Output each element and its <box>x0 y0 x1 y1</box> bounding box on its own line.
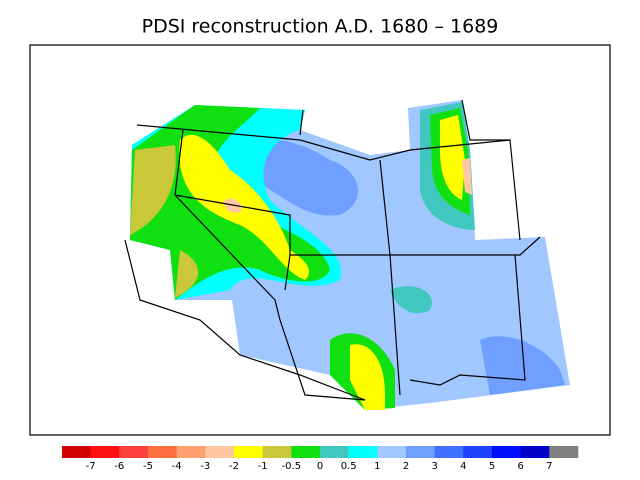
colorbar-swatch <box>291 446 321 458</box>
colorbar-swatch <box>62 446 91 458</box>
colorbar-swatch <box>205 446 235 458</box>
colorbar-label: -1 <box>258 461 268 472</box>
colorbar-label: -6 <box>114 461 124 472</box>
colorbar-swatch <box>234 446 263 458</box>
colorbar-swatch <box>262 446 292 458</box>
colorbar-label: 3 <box>431 461 437 472</box>
colorbar-swatch <box>434 446 464 458</box>
colorbar-label: 0.5 <box>341 461 357 472</box>
colorbar-label: -7 <box>86 461 96 472</box>
colorbar: -7 -6 -5 -4 -3 -2 -1 -0.5 0 0.5 1 2 3 4 5 6 7 <box>62 446 579 472</box>
colorbar-swatch <box>176 446 206 458</box>
colorbar-swatch <box>90 446 120 458</box>
colorbar-label: -5 <box>143 461 153 472</box>
map-frame <box>29 44 611 436</box>
pdsi-field <box>130 100 570 410</box>
colorbar-label: 4 <box>460 461 466 472</box>
colorbar-label: -0.5 <box>282 461 302 472</box>
colorbar-swatch <box>406 446 435 458</box>
colorbar-swatch <box>119 446 149 458</box>
colorbar-label: 2 <box>403 461 409 472</box>
colorbar-swatch <box>492 446 521 458</box>
colorbar-swatch <box>549 446 579 458</box>
colorbar-swatch <box>520 446 550 458</box>
colorbar-label: 0 <box>317 461 323 472</box>
colorbar-swatch <box>148 446 177 458</box>
state-boundaries <box>124 99 541 401</box>
colorbar-label: -2 <box>229 461 239 472</box>
colorbar-label: 1 <box>374 461 380 472</box>
colorbar-label: 5 <box>489 461 495 472</box>
colorbar-label: -3 <box>200 461 210 472</box>
map-title: PDSI reconstruction A.D. 1680 – 1689 <box>142 16 499 38</box>
colorbar-label: 6 <box>517 461 523 472</box>
colorbar-swatch <box>463 446 493 458</box>
colorbar-swatch <box>348 446 378 458</box>
colorbar-label: -4 <box>172 461 182 472</box>
colorbar-swatch <box>377 446 407 458</box>
colorbar-label: 7 <box>546 461 552 472</box>
colorbar-swatch <box>320 446 349 458</box>
